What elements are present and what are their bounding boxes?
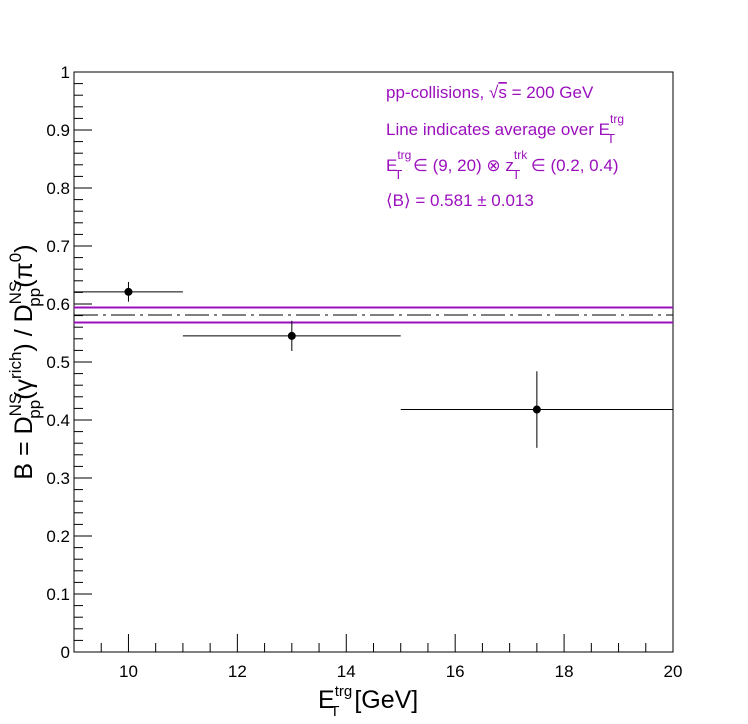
x-tick-label: 20: [664, 662, 683, 681]
average-band: [74, 306, 673, 324]
x-tick-label: 12: [228, 662, 247, 681]
y-tick-label: 0.8: [46, 179, 70, 198]
y-title-p4-sup: 0: [6, 253, 25, 262]
data-marker: [124, 287, 133, 296]
annotation-sqrt: √: [489, 83, 499, 102]
y-tick-label: 0.2: [46, 527, 70, 546]
x-tick-label: 18: [555, 662, 574, 681]
x-tick-label: 10: [119, 662, 138, 681]
y-tick-label: 0.6: [46, 295, 70, 314]
annotation-line-3: Etrg T ∈ (9, 20) ⊗ ztrk T ∈ (0.2, 0.4): [386, 148, 618, 182]
y-tick-label: 0.9: [46, 121, 70, 140]
legend-annotations: pp-collisions, √s = 200 GeV Line indicat…: [386, 83, 624, 210]
x-axis-title: Etrg T [GeV]: [318, 683, 418, 720]
annotation-line-4: ⟨B⟩ = 0.581 ± 0.013: [386, 191, 534, 210]
y-title-p1-sup: NS: [6, 393, 25, 417]
annotation-line-2-sub: T: [607, 131, 615, 146]
y-title-p2-sup: rich: [6, 352, 25, 379]
x-tick-label: 14: [337, 662, 356, 681]
data-point: [74, 281, 183, 302]
axis-ticks: 0 0.1 0.2 0.3 0.4 0.5 0.6 0.7 0.8 0.9 1 10 12 14 16 18 2…: [46, 63, 682, 681]
annotation-line-1: pp-collisions, √s = 200 GeV: [386, 83, 594, 102]
annotation-line-3-sup: trg: [397, 148, 411, 162]
data-point: [182, 320, 401, 351]
annotation-line-3-base: E: [386, 156, 397, 175]
y-tick-label: 0.7: [46, 237, 70, 256]
y-tick-label: 0: [61, 643, 70, 662]
data-point: [400, 371, 673, 448]
y-title-p1-sub: pp: [25, 400, 44, 419]
annotation-line-2: Line indicates average over Etrg T: [386, 112, 624, 146]
annotation-line-1-suffix: = 200 GeV: [507, 83, 594, 102]
annotation-line-3-mid: ∈ (9, 20) ⊗ z: [408, 156, 514, 175]
y-tick-label: 0.5: [46, 353, 70, 372]
annotation-line-2-sup: trg: [610, 112, 624, 126]
y-tick-label: 0.1: [46, 585, 70, 604]
y-tick-label: 0.3: [46, 469, 70, 488]
data-marker: [287, 331, 296, 340]
x-title-unit: [GeV]: [347, 686, 418, 714]
annotation-s: s: [498, 83, 507, 102]
annotation-line-1-prefix: pp-collisions,: [386, 83, 489, 102]
x-title-sup: trg: [335, 683, 353, 700]
annotation-line-3-end: ∈ (0.2, 0.4): [526, 156, 618, 175]
x-tick-label: 16: [446, 662, 465, 681]
y-title-p3-sup: NS: [6, 281, 25, 305]
y-title-p4: (π: [10, 262, 38, 288]
annotation-line-3-sub: T: [394, 167, 402, 182]
y-title-p5: ): [10, 244, 38, 252]
y-title-p2: (γ: [10, 378, 38, 399]
annotation-line-3-sup2: trk: [514, 148, 528, 162]
y-axis-title: B = DNSpp(γrich) / DNSpp(π0): [6, 244, 44, 479]
y-title-p3-sub: pp: [25, 288, 44, 307]
x-title-sub: T: [330, 703, 339, 720]
x-title-base: E: [318, 686, 335, 714]
y-tick-label: 0.4: [46, 411, 70, 430]
data-marker: [532, 405, 541, 414]
data-points: [74, 281, 673, 448]
annotation-line-2-text: Line indicates average over E: [386, 120, 610, 139]
annotation-line-3-sub2: T: [512, 167, 520, 182]
y-title-p3: ) / D: [10, 304, 38, 351]
y-title-p1: B = D: [10, 416, 38, 479]
y-tick-label: 1: [61, 63, 70, 82]
